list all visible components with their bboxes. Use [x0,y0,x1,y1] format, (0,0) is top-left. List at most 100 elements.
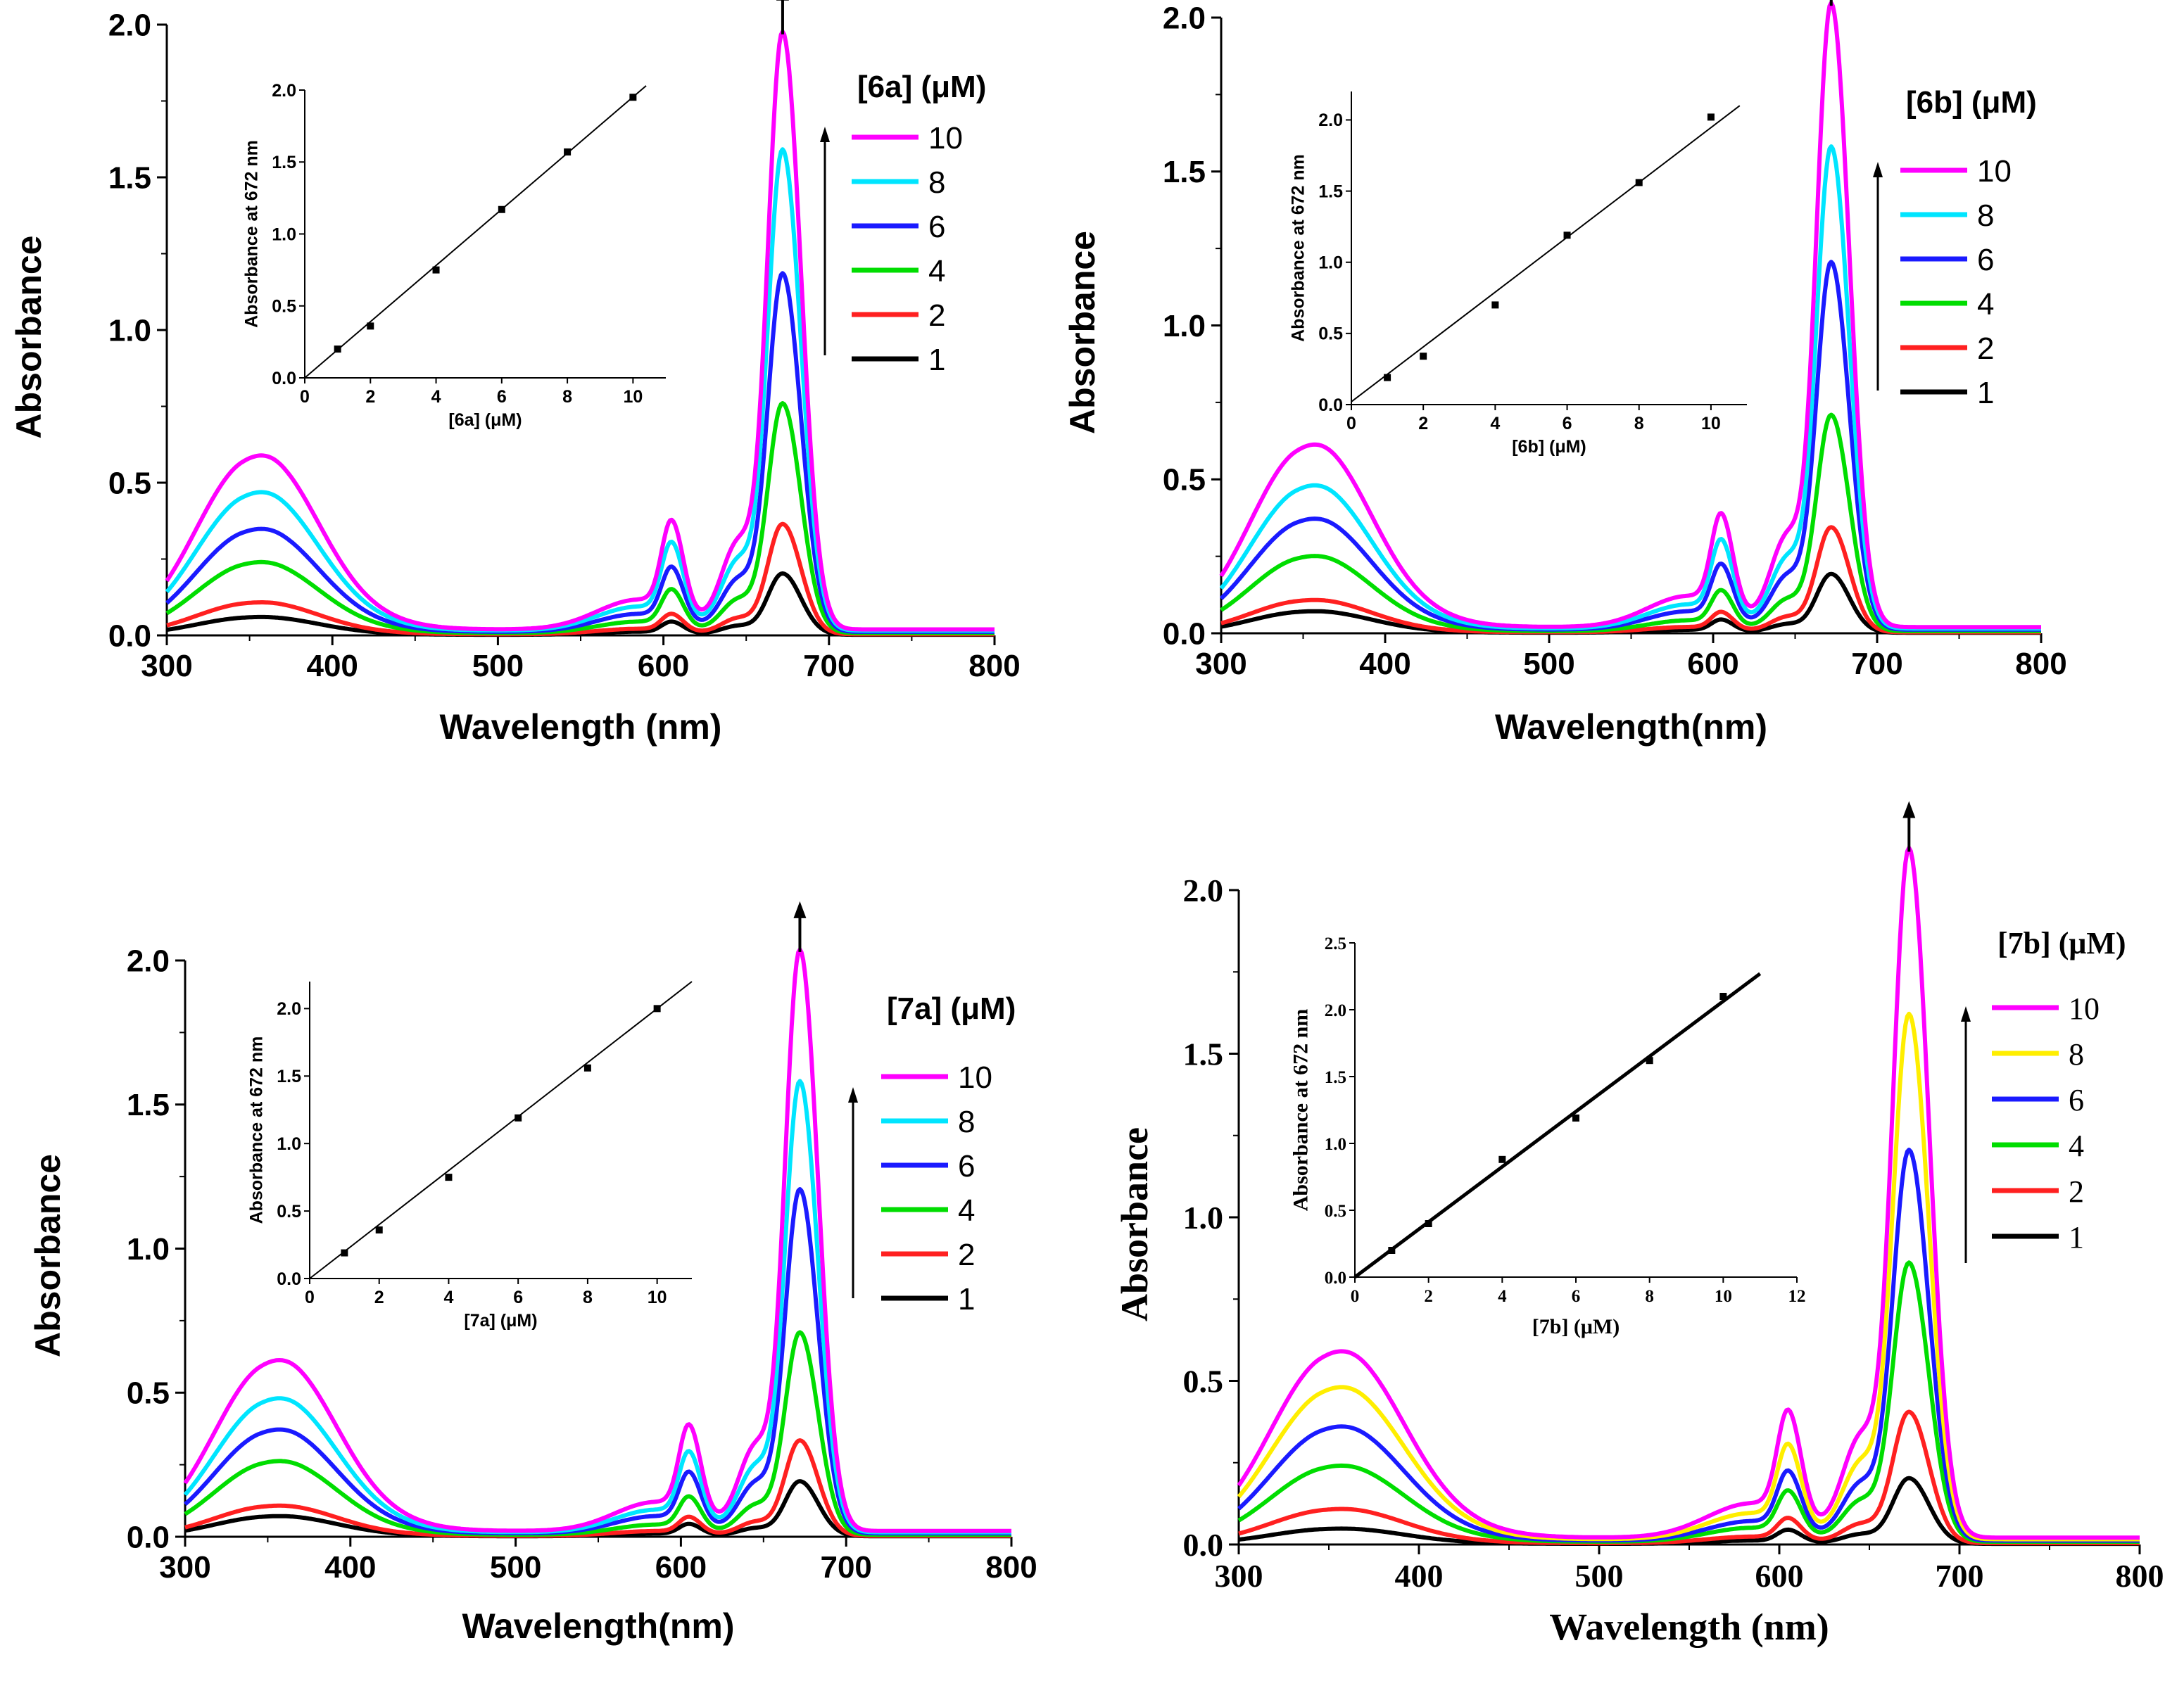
y-tick-label: 1.5 [1163,155,1206,189]
x-tick-label: 700 [1936,1558,1984,1594]
legend-label-6: 6 [2069,1083,2084,1117]
x-tick-label: 600 [1755,1558,1804,1594]
series-line-6 [165,271,995,634]
inset-6b: 0 2 4 6 8 10 0.0 0.5 1.0 1.5 2.0 [6b] (μM) Absorbanc… [1289,91,1747,457]
legend-label-4: 4 [928,254,945,288]
y-axis-title: Absorbance [1113,1127,1156,1321]
x-tick-label: 800 [968,649,1020,683]
y-tick-label: 2.0 [108,8,151,42]
series-line-4 [1220,412,2042,633]
series-line-4 [165,401,995,635]
inset-6a: 0 2 4 6 8 10 0.0 0.5 1.0 1.5 2.0 [6a] (μM) Absorbanc… [242,81,666,430]
inset-point [375,1226,383,1233]
panel-6b: 300 400 500 600 700 800 0.0 0.5 1.0 1.5 2.0 Wavelen… [1063,0,2067,747]
inset-y-tick-label: 1.0 [1325,1135,1346,1154]
y-tick-label: 0.5 [1163,463,1206,497]
inset-y-tick-label: 0.5 [1325,1202,1346,1221]
legend-label-6: 6 [1977,243,1994,277]
inset-point [1563,231,1571,239]
legend-label-4: 4 [2069,1129,2084,1163]
inset-7b: 0 2 4 6 8 10 12 0.0 0.5 1.0 1.5 2.0 2.5 [7b] (μM) Abso… [1289,934,1806,1338]
legend-label-2: 2 [958,1238,975,1272]
inset-x-tick-label: 0 [305,1288,315,1307]
x-tick-label: 400 [1359,647,1410,681]
inset-x-axis-title: [7a] (μM) [464,1311,537,1331]
y-tick-label: 0.0 [127,1520,170,1554]
series-line-6 [1237,1148,2140,1543]
legend-label-10: 10 [1977,154,2012,189]
inset-y-tick-label: 1.5 [1325,1068,1346,1087]
inset-point [564,148,572,156]
inset-x-tick-label: 6 [1572,1287,1581,1306]
series-line-4 [184,1330,1012,1537]
inset-y-tick-label: 1.5 [272,153,296,172]
inset-point [1498,1155,1506,1163]
peak-arrow-head [776,0,789,1]
panel-7a: 300 400 500 600 700 800 0.0 0.5 1.0 1.5 2.0 Wavelen… [28,901,1037,1646]
inset-x-tick-label: 6 [497,387,507,407]
inset-point [1572,1114,1579,1122]
legend-label-2: 2 [1977,331,1994,366]
inset-x-tick-label: 6 [1563,414,1572,433]
inset-y-axis-title: Absorbance at 672 nm [1289,154,1308,342]
inset-y-tick-label: 1.5 [277,1067,301,1086]
inset-point [1707,113,1715,121]
x-tick-label: 400 [324,1550,376,1585]
inset-7a: 0 2 4 6 8 10 0.0 0.5 1.0 1.5 2.0 [7a] (μM) Absorbanc… [247,981,693,1331]
inset-point [445,1174,453,1181]
inset-fit-line [309,981,693,1279]
inset-point [367,322,374,330]
inset-x-tick-label: 0 [1351,1287,1360,1306]
inset-point [1425,1220,1432,1227]
y-axis-title: Absorbance [28,1154,68,1357]
legend-label-1: 1 [2069,1220,2084,1255]
inset-x-axis-title: [7b] (μM) [1532,1315,1620,1338]
inset-y-axis-title: Absorbance at 672 nm [247,1036,267,1224]
inset-point [1719,993,1727,1000]
legend-label-1: 1 [958,1282,975,1317]
x-tick-label: 400 [306,649,358,683]
inset-x-tick-label: 10 [648,1288,667,1307]
y-tick-label: 0.0 [108,619,151,653]
inset-x-tick-label: 4 [1490,414,1500,433]
y-tick-label: 2.0 [1183,873,1224,908]
legend-label-1: 1 [1977,376,1994,410]
inset-x-tick-label: 10 [1715,1287,1732,1306]
inset-y-tick-label: 0.5 [272,297,296,317]
peak-arrow-head [1902,801,1916,818]
inset-y-tick-label: 2.0 [277,999,301,1019]
inset-point [334,345,341,353]
inset-point [341,1249,348,1257]
y-axis-title: Absorbance [9,236,49,439]
inset-point [629,94,637,101]
inset-y-tick-label: 2.0 [1325,1001,1346,1020]
series-line-6 [1219,260,2042,632]
y-tick-label: 0.5 [1183,1364,1224,1400]
inset-x-tick-label: 0 [1346,414,1356,433]
y-tick-label: 0.0 [1163,616,1206,651]
inset-y-tick-label: 2.0 [1318,110,1343,130]
legend-label-4: 4 [958,1193,975,1228]
x-tick-label: 800 [2116,1558,2164,1594]
inset-point [1388,1247,1396,1254]
legend-label-2: 2 [928,298,945,333]
inset-y-tick-label: 0.0 [277,1269,301,1289]
inset-x-tick-label: 8 [562,387,572,407]
legend-label-8: 8 [928,165,945,200]
x-tick-label: 600 [655,1550,707,1585]
y-tick-label: 1.0 [108,313,151,348]
legend-label-10: 10 [2069,991,2100,1026]
inset-x-tick-label: 8 [1645,1287,1654,1306]
inset-point [432,266,440,274]
x-axis-title: Wavelength(nm) [462,1606,734,1646]
inset-point [1635,179,1643,186]
inset-fit-line [304,85,647,379]
inset-fit-line [1351,105,1741,402]
peak-arrow-head [793,901,807,918]
inset-y-tick-label: 0.0 [1325,1269,1346,1288]
y-tick-label: 2.0 [127,944,170,978]
inset-x-tick-label: 10 [1701,414,1721,433]
legend-label-10: 10 [958,1060,992,1095]
inset-x-tick-label: 2 [365,387,375,407]
x-tick-label: 500 [1575,1558,1624,1594]
